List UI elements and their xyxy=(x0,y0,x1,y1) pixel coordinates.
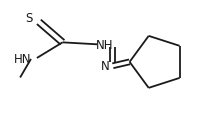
Text: N: N xyxy=(101,60,109,73)
Text: NH: NH xyxy=(96,38,114,51)
Text: HN: HN xyxy=(14,53,32,66)
Text: S: S xyxy=(25,12,33,25)
